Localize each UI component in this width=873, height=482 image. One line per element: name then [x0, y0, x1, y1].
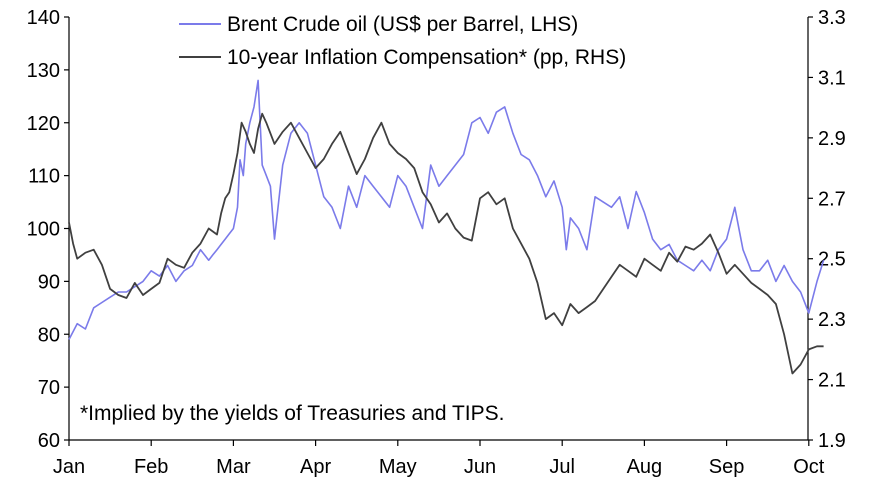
right-axis-tick-label: 2.9 [818, 128, 846, 150]
left-axis-tick-label: 130 [27, 60, 60, 82]
x-axis: Jan Feb Mar Apr May Jun Jul Aug Sep Oct [53, 439, 825, 478]
left-axis-tick-label: 140 [27, 7, 60, 29]
x-axis-tick-label: Aug [627, 456, 663, 478]
left-axis-tick-label: 110 [28, 166, 60, 188]
right-axis: 1.9 2.1 2.3 2.5 2.7 2.9 3.1 3.3 [807, 7, 846, 452]
left-axis-tick-label: 80 [38, 324, 60, 346]
legend: Brent Crude oil (US$ per Barrel, LHS) 10… [179, 13, 626, 69]
left-axis-tick-label: 90 [38, 271, 60, 293]
x-axis-tick-label: Sep [709, 456, 745, 478]
legend-label-inflation-compensation: 10-year Inflation Compensation* (pp, RHS… [227, 46, 626, 69]
right-axis-tick-label: 2.7 [818, 188, 846, 210]
x-axis-tick-label: Feb [134, 456, 168, 478]
series-line-inflation-compensation [68, 112, 824, 375]
right-axis-tick-label: 3.1 [818, 67, 846, 89]
left-axis-tick-label: 60 [38, 430, 60, 452]
series-line-brent [68, 79, 825, 340]
right-axis-tick-label: 2.3 [818, 309, 846, 331]
x-axis-tick-label: Oct [793, 456, 825, 478]
x-axis-tick-label: Mar [216, 456, 251, 478]
legend-label-brent: Brent Crude oil (US$ per Barrel, LHS) [227, 13, 578, 36]
right-axis-tick-label: 2.1 [818, 370, 846, 392]
right-axis-tick-label: 2.5 [818, 249, 846, 271]
right-axis-tick-label: 1.9 [818, 430, 846, 452]
left-axis-tick-label: 120 [27, 113, 60, 135]
right-axis-tick-label: 3.3 [818, 7, 846, 29]
chart-note: *Implied by the yields of Treasuries and… [80, 402, 505, 425]
x-axis-tick-label: Apr [300, 456, 331, 478]
left-axis-tick-label: 100 [27, 219, 60, 241]
x-axis-tick-label: Jul [549, 456, 575, 478]
left-axis: 60 70 80 90 100 110 120 130 140 [27, 7, 70, 452]
x-axis-tick-label: May [379, 456, 417, 478]
x-axis-tick-label: Jun [464, 456, 496, 478]
left-axis-tick-label: 70 [38, 377, 60, 399]
x-axis-tick-label: Jan [53, 456, 85, 478]
